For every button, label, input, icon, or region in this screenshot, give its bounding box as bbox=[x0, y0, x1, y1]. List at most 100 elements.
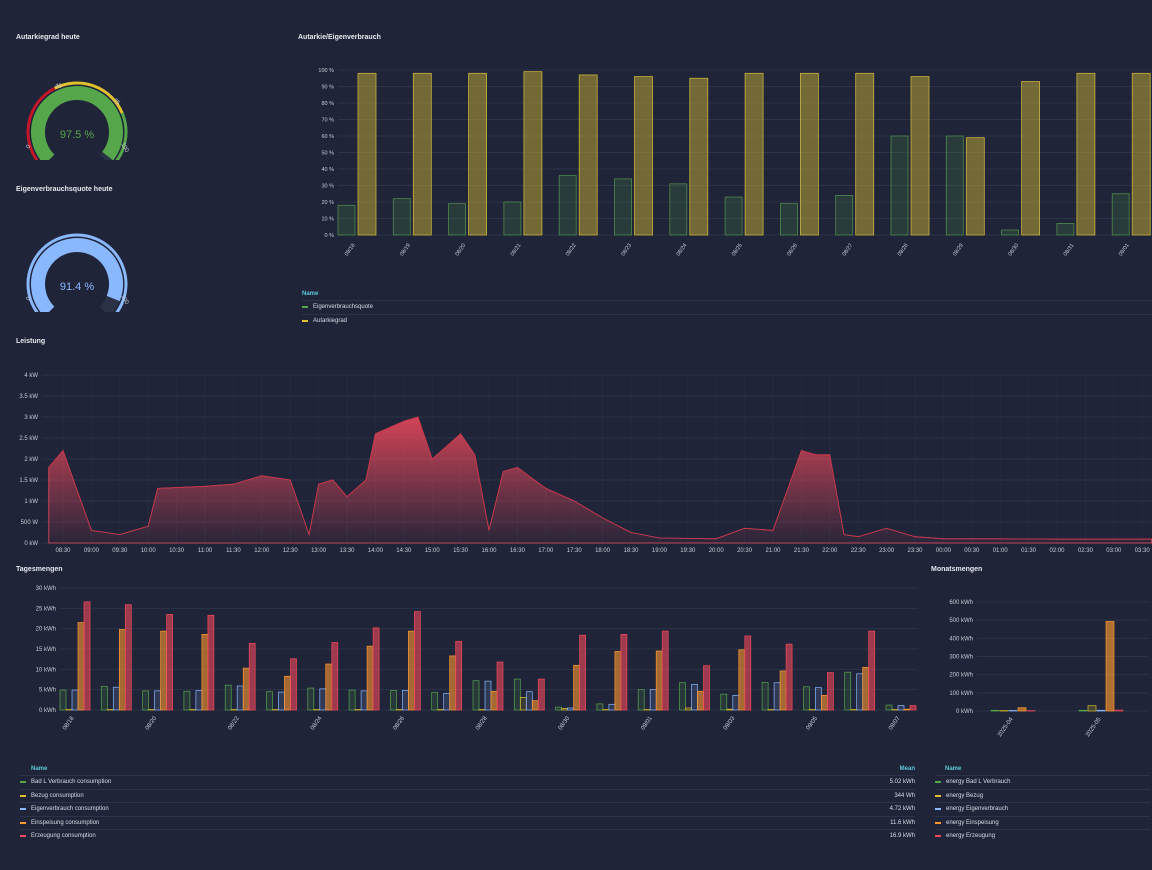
tages-legend-item-1[interactable]: Bezug consumption 344 Wh bbox=[20, 788, 915, 803]
monats-legend-item-4[interactable]: energy Erzeugung bbox=[935, 829, 1150, 843]
bar-3 bbox=[160, 630, 167, 711]
x-tick-label: 09:00 bbox=[84, 548, 100, 554]
monats-legend-item-1[interactable]: energy Bezug bbox=[935, 788, 1150, 803]
bar-eigenverbrauchsquote bbox=[724, 196, 743, 236]
bar-3 bbox=[903, 708, 911, 711]
bar-4 bbox=[372, 627, 380, 711]
x-tick-label: 08/20 bbox=[145, 715, 159, 731]
x-tick-label: 01:00 bbox=[993, 548, 1009, 554]
y-tick-label: 4 kW bbox=[24, 373, 38, 379]
bar-0 bbox=[1078, 709, 1088, 712]
x-tick-label: 19:00 bbox=[652, 548, 668, 554]
y-tick-label: 100 % bbox=[318, 68, 334, 74]
bar-0 bbox=[679, 682, 686, 711]
x-tick-label: 21:30 bbox=[794, 548, 810, 554]
x-tick-label: 18:00 bbox=[595, 548, 611, 554]
bar-autarkiegrad bbox=[1131, 72, 1151, 236]
x-tick-label: 17:00 bbox=[538, 548, 554, 554]
legend-item-eigenverbrauchsquote[interactable]: Eigenverbrauchsquote bbox=[302, 300, 1152, 314]
bar-0 bbox=[472, 680, 480, 711]
legend-mean: 11.6 kWh bbox=[890, 819, 915, 826]
x-tick-label: 17:30 bbox=[567, 548, 583, 554]
x-tick-label: 09/03 bbox=[723, 715, 737, 731]
bar-0 bbox=[596, 703, 604, 711]
x-tick-label: 00:00 bbox=[936, 548, 952, 554]
gauge-eigen-tick-0: 0 bbox=[26, 296, 33, 302]
legend-item-autarkiegrad[interactable]: Autarkiegrad bbox=[302, 313, 1152, 328]
y-tick-label: 20 kWh bbox=[36, 627, 56, 633]
tages-legend-item-2[interactable]: Eigenverbrauch consumption 4.72 kWh bbox=[20, 802, 915, 816]
bar-4 bbox=[703, 665, 710, 711]
x-tick-label: 08/22 bbox=[227, 715, 241, 731]
legend-label: Autarkiegrad bbox=[313, 317, 348, 324]
x-tick-label: 20:30 bbox=[737, 548, 753, 554]
monats-legend-item-0[interactable]: energy Bad L Verbrauch bbox=[935, 775, 1150, 789]
bar-3 bbox=[325, 663, 333, 711]
monats-legend-item-3[interactable]: energy Einspeisung bbox=[935, 815, 1150, 830]
legend-label: Erzeugung consumption bbox=[31, 833, 96, 839]
bar-autarkiegrad bbox=[689, 77, 709, 236]
bar-eigenverbrauchsquote bbox=[779, 203, 798, 236]
tages-title: Tagesmengen bbox=[16, 566, 63, 573]
bar-0 bbox=[390, 690, 397, 711]
bar-2 bbox=[195, 690, 203, 711]
y-tick-label: 25 kWh bbox=[36, 606, 56, 612]
bar-0 bbox=[266, 691, 273, 711]
bar-4 bbox=[1114, 709, 1124, 712]
bar-0 bbox=[513, 678, 521, 711]
bar-autarkiegrad bbox=[799, 72, 819, 236]
x-tick-label: 22:30 bbox=[851, 548, 867, 554]
bar-autarkiegrad bbox=[855, 72, 875, 236]
bar-4 bbox=[331, 642, 339, 711]
x-tick-label: 08/28 bbox=[475, 715, 489, 731]
x-tick-label: 19:30 bbox=[680, 548, 696, 554]
bar-0 bbox=[990, 709, 1000, 712]
tages-legend-item-4[interactable]: Erzeugung consumption 16.9 kWh bbox=[20, 829, 915, 843]
leistung-chart: 0 kW 500 W 1 kW 1.5 kW 2 kW 2.5 kW 3 kW 3.5 kW 4… bbox=[19, 373, 1152, 554]
y-tick-label: 500 kWh bbox=[949, 618, 973, 624]
y-tick-label: 5 kWh bbox=[39, 688, 56, 694]
bar-2 bbox=[71, 689, 79, 711]
legend-label: energy Eigenverbrauch bbox=[946, 806, 1009, 812]
x-tick-label: 08/28 bbox=[897, 243, 910, 258]
bar-4 bbox=[744, 635, 752, 711]
bar-1 bbox=[519, 697, 527, 711]
x-tick-label: 08/19 bbox=[399, 243, 412, 258]
monats-legend-header: Name bbox=[945, 766, 962, 772]
bar-autarkiegrad bbox=[578, 74, 598, 236]
x-tick-label: 15:00 bbox=[425, 548, 441, 554]
x-tick-label: 08/18 bbox=[344, 243, 357, 258]
bar-3 bbox=[821, 695, 828, 711]
bar-0 bbox=[761, 681, 769, 711]
y-tick-label: 90 % bbox=[321, 85, 334, 91]
bar-autarkiegrad bbox=[1021, 81, 1040, 236]
y-tick-label: 100 kWh bbox=[949, 691, 973, 697]
bar-2 bbox=[608, 703, 616, 711]
tages-legend-item-3[interactable]: Einspeisung consumption 11.6 kWh bbox=[20, 815, 915, 830]
bar-3 bbox=[242, 667, 250, 711]
bar-3 bbox=[77, 622, 85, 711]
gauge-autarkie: 0 40 75 100 97.5 % bbox=[26, 81, 130, 160]
bar-2 bbox=[567, 707, 574, 711]
bar-2 bbox=[319, 688, 327, 711]
x-tick-label: 08/31 bbox=[1063, 243, 1076, 258]
bar-3 bbox=[118, 629, 126, 711]
legend-swatch bbox=[20, 821, 26, 824]
bar-autarkiegrad bbox=[357, 72, 377, 236]
x-tick-label: 09/05 bbox=[806, 715, 820, 731]
tages-legend-item-0[interactable]: Bad L Verbrauch consumption 5.02 kWh bbox=[20, 775, 915, 789]
tages-legend-header: Name Mean bbox=[20, 763, 915, 775]
x-tick-label: 12:30 bbox=[283, 548, 299, 554]
y-tick-label: 3.5 kW bbox=[19, 394, 38, 400]
bar-3 bbox=[862, 666, 870, 711]
bar-3 bbox=[201, 634, 209, 711]
monats-legend-item-2[interactable]: energy Eigenverbrauch bbox=[935, 802, 1150, 816]
bar-2 bbox=[732, 695, 740, 711]
x-tick-label: 23:00 bbox=[879, 548, 895, 554]
bar-1 bbox=[561, 708, 568, 711]
y-tick-label: 2 kW bbox=[24, 457, 38, 463]
x-tick-label: 21:00 bbox=[765, 548, 781, 554]
x-tick-label: 08/29 bbox=[952, 243, 965, 258]
bar-2 bbox=[1096, 709, 1106, 712]
bar-3 bbox=[531, 700, 539, 711]
